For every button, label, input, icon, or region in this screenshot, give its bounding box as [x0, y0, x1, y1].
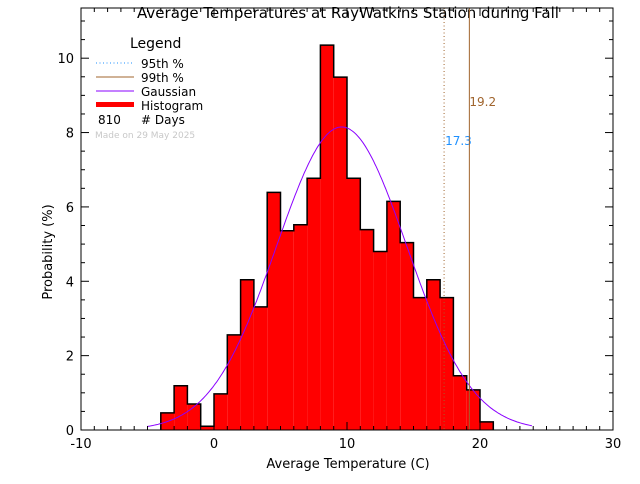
histogram-outline [160, 44, 495, 430]
legend-entry-99th: 99th % [141, 71, 184, 85]
legend-entry-histogram: Histogram [141, 99, 203, 113]
legend-entry-gaussian: Gaussian [141, 85, 196, 99]
histogram-bar [187, 403, 201, 430]
histogram-bar [360, 229, 374, 430]
y-tick-label: 8 [66, 127, 74, 142]
histogram-bar [386, 201, 401, 430]
y-tick-label: 0 [66, 424, 74, 439]
percentile-label-95th: 17.3 [445, 134, 472, 148]
percentile-label-99th: 19.2 [469, 95, 496, 109]
x-tick-label: 0 [210, 437, 218, 452]
y-tick-label: 4 [66, 275, 74, 290]
y-tick-label: 6 [66, 201, 74, 216]
histogram-bar [267, 192, 281, 430]
y-tick-label: 2 [66, 350, 74, 365]
histogram-bar [174, 385, 188, 430]
legend-title: Legend [130, 36, 181, 52]
histogram-bar [240, 279, 254, 430]
legend-swatch-histogram [96, 102, 134, 107]
gaussian-line [147, 126, 532, 427]
histogram-bar [400, 242, 414, 430]
histogram-bar [466, 389, 480, 430]
legend: Legend 95th % 99th % Gaussian Histogram … [95, 36, 203, 141]
histogram-bar [413, 297, 427, 430]
histogram-bar [280, 230, 294, 430]
gaussian-curve [147, 126, 532, 427]
histogram-bar [214, 393, 228, 430]
x-axis-label: Average Temperature (C) [266, 457, 429, 472]
x-tick-label: 10 [339, 437, 356, 452]
x-tick-label: 20 [472, 437, 489, 452]
y-axis-label: Probability (%) [41, 204, 56, 299]
made-on-annotation: Made on 29 May 2025 [95, 131, 195, 141]
days-label: # Days [141, 113, 185, 127]
y-tick-label: 10 [57, 52, 74, 67]
histogram-bar [373, 251, 387, 430]
histogram-bar [453, 375, 467, 430]
chart-title: Average Temperatures at RayWatkins Stati… [137, 4, 559, 22]
days-count: 810 [98, 113, 121, 127]
histogram-bar [440, 297, 454, 430]
histogram-bar [253, 306, 268, 430]
histogram-bar [333, 77, 347, 430]
histogram-bar [347, 178, 361, 430]
histogram-bar [293, 224, 308, 430]
legend-entry-95th: 95th % [141, 57, 184, 71]
histogram-bar [227, 334, 241, 430]
percentile-lines: 17.3 19.2 [443, 8, 496, 430]
x-tick-label: -10 [70, 437, 91, 452]
histogram-bar [200, 426, 214, 430]
histogram-bar [307, 178, 321, 430]
histogram-bar [480, 421, 494, 430]
histogram-bar [426, 279, 441, 430]
histogram-bars [160, 44, 495, 431]
histogram-bar [320, 45, 334, 431]
x-tick-label: 30 [605, 437, 622, 452]
